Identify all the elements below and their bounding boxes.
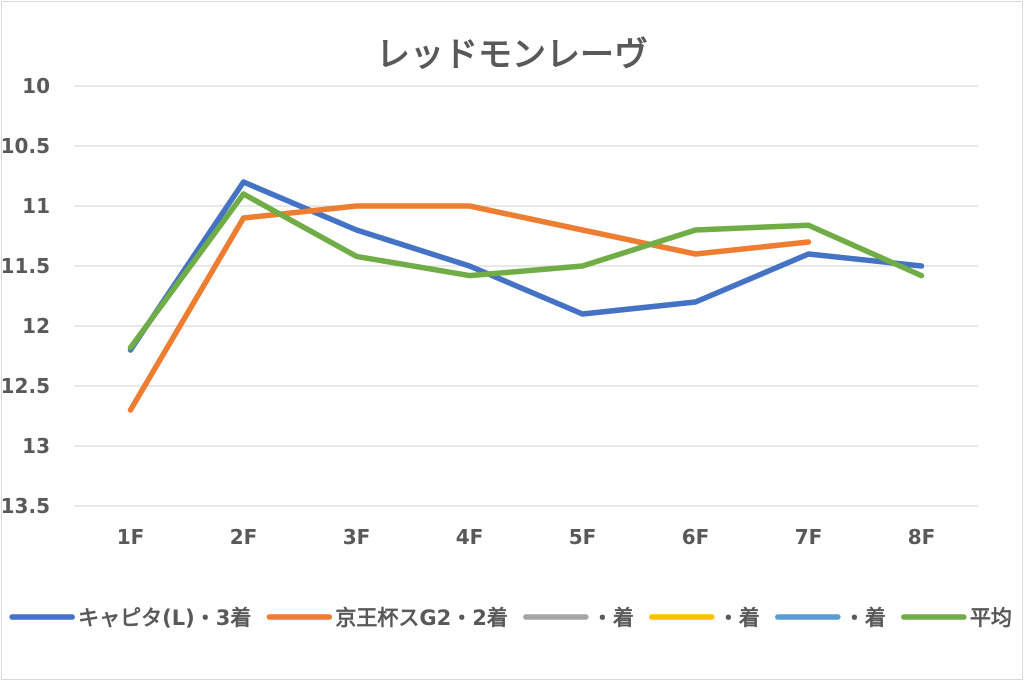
y-tick-label: 11.5 xyxy=(1,254,50,278)
gridlines xyxy=(74,85,978,507)
series-lines xyxy=(127,179,925,413)
y-tick-label: 10 xyxy=(22,74,50,98)
y-tick-label: 13 xyxy=(22,434,50,458)
x-tick-label: 2F xyxy=(230,525,258,549)
x-tick-label: 3F xyxy=(343,525,371,549)
y-tick-label: 10.5 xyxy=(1,134,50,158)
legend-label-4: ・着 xyxy=(844,606,886,630)
legend-label-0: キャピタ(L)・3着 xyxy=(78,606,251,630)
y-axis-tick-labels: 10 10.5 11 11.5 12 12.5 13 13.5 xyxy=(1,74,50,518)
y-tick-label: 13.5 xyxy=(1,494,50,518)
legend: キャピタ(L)・3着 京王杯スG2・2着 ・着 ・着 ・着 平均 xyxy=(9,606,1012,630)
series-line-0 xyxy=(127,179,925,353)
x-axis-tick-labels: 1F 2F 3F 4F 5F 6F 7F 8F xyxy=(117,525,936,549)
x-tick-label: 6F xyxy=(682,525,710,549)
series-line-1 xyxy=(127,203,812,413)
y-tick-label: 12.5 xyxy=(1,374,50,398)
y-tick-label: 11 xyxy=(22,194,50,218)
legend-label-2: ・着 xyxy=(592,606,634,630)
x-tick-label: 4F xyxy=(456,525,484,549)
legend-label-3: ・着 xyxy=(718,606,760,630)
x-tick-label: 1F xyxy=(117,525,145,549)
legend-label-5: 平均 xyxy=(970,606,1012,630)
legend-label-1: 京王杯スG2・2着 xyxy=(335,606,507,630)
y-tick-label: 12 xyxy=(22,314,50,338)
chart-title: レッドモンレーヴ xyxy=(376,35,648,75)
series-line-5 xyxy=(127,191,925,351)
x-tick-label: 7F xyxy=(795,525,823,549)
x-tick-label: 5F xyxy=(569,525,597,549)
x-tick-label: 8F xyxy=(908,525,936,549)
